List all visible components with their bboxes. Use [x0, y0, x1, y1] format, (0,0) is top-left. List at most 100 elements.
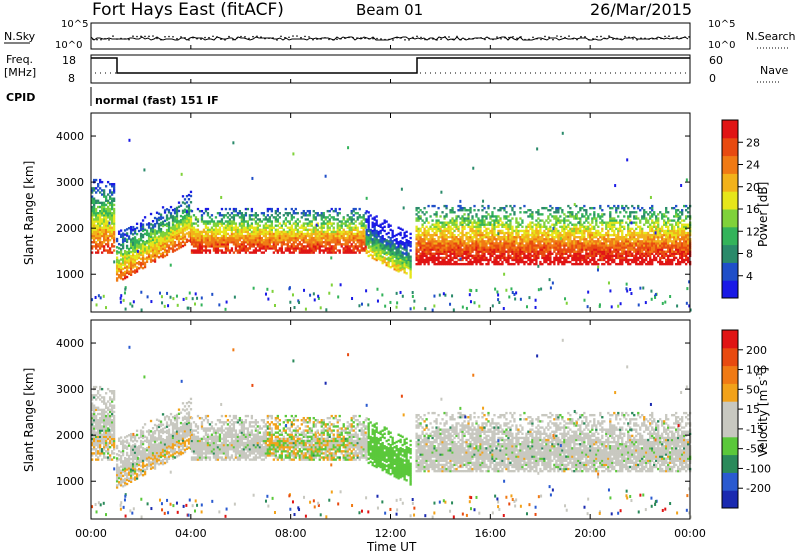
- power-cell: [141, 242, 145, 245]
- power-cell: [252, 234, 256, 238]
- power-cell: [391, 246, 394, 249]
- power-cell: [129, 228, 133, 231]
- power-cell: [459, 204, 462, 208]
- power-cell: [405, 247, 408, 250]
- power-cell: [228, 220, 232, 223]
- power-cell: [479, 262, 482, 266]
- power-cell: [501, 242, 504, 245]
- power-cell: [254, 241, 258, 244]
- power-cell: [228, 222, 232, 225]
- power-cell: [569, 221, 572, 224]
- noise-search-point: [560, 35, 562, 38]
- power-cell: [495, 217, 498, 220]
- power-cell: [141, 248, 145, 251]
- power-cell: [149, 239, 153, 243]
- power-cell: [605, 223, 608, 226]
- power-cell: [631, 258, 634, 262]
- power-cell: [234, 222, 238, 225]
- power-cell: [163, 242, 167, 245]
- power-cell: [274, 230, 277, 234]
- power-cell: [419, 242, 422, 245]
- power-cell: [123, 258, 127, 261]
- power-cell: [583, 244, 586, 247]
- power-cell: [393, 265, 396, 269]
- power-cell: [194, 245, 198, 248]
- power-cell: [91, 220, 94, 223]
- power-cell: [519, 217, 522, 220]
- power-cell: [507, 215, 510, 218]
- power-cell: [204, 236, 208, 240]
- power-cell: [260, 243, 264, 246]
- power-cell: [465, 209, 468, 212]
- power-cell: [629, 215, 632, 218]
- noise-search-point: [436, 39, 438, 41]
- power-cell: [587, 225, 590, 229]
- power-cell: [443, 235, 446, 239]
- power-cell: [613, 225, 616, 229]
- power-cell: [461, 215, 464, 218]
- power-cell: [609, 215, 612, 218]
- power-cell: [280, 251, 283, 254]
- noise-search-point: [576, 38, 578, 41]
- power-cell: [139, 261, 143, 265]
- power-cell: [226, 245, 230, 248]
- power-cell: [165, 228, 169, 232]
- power-cell: [543, 238, 546, 241]
- power-cell: [330, 236, 333, 240]
- power-cell: [455, 242, 458, 245]
- power-cell: [234, 230, 238, 234]
- power-cell: [491, 246, 494, 249]
- power-cell: [453, 223, 456, 226]
- power-cell: [389, 259, 392, 263]
- power-cell: [441, 238, 444, 241]
- noise-search-point: [200, 38, 202, 40]
- power-cell: [108, 214, 112, 217]
- power-cell: [314, 247, 317, 250]
- power-cell: [535, 250, 538, 253]
- power-cell: [441, 235, 444, 239]
- power-cell: [244, 226, 248, 229]
- power-cell: [633, 238, 636, 241]
- power-cell: [537, 217, 540, 220]
- power-cell: [611, 244, 614, 247]
- power-cell: [91, 187, 94, 190]
- power-cell: [171, 246, 175, 249]
- noise-search-point: [484, 38, 486, 41]
- power-cell: [316, 245, 319, 248]
- power-cell: [549, 213, 552, 216]
- power-cell: [587, 221, 590, 224]
- power-cell: [611, 225, 614, 229]
- power-cell: [637, 252, 640, 255]
- power-cell: [177, 222, 181, 225]
- power-cell: [196, 234, 200, 238]
- power-cell: [177, 201, 181, 204]
- power-cell: [479, 227, 482, 231]
- power-cell: [623, 209, 626, 212]
- power-cell: [539, 246, 542, 249]
- power-cell: [521, 238, 524, 241]
- power-cell: [121, 273, 125, 277]
- power-cell: [617, 235, 620, 239]
- power-cell: [471, 223, 474, 226]
- power-cell: [633, 242, 636, 245]
- power-cell: [449, 235, 452, 239]
- power-cell: [547, 248, 550, 251]
- power-cell: [431, 256, 434, 260]
- power-cell: [641, 231, 644, 235]
- power-cell: [481, 223, 484, 226]
- power-cell: [365, 239, 368, 242]
- power-cell: [415, 244, 418, 247]
- power-cell: [204, 234, 208, 238]
- power-cell: [545, 250, 548, 253]
- power-cell: [625, 254, 628, 258]
- power-cell: [565, 215, 568, 218]
- power-cell: [491, 227, 494, 231]
- power-cell: [360, 238, 363, 242]
- power-cell: [276, 232, 279, 236]
- power-cell: [457, 262, 460, 266]
- power-cell: [371, 225, 374, 229]
- power-cell: [373, 251, 376, 254]
- power-cell: [367, 211, 370, 214]
- power-cell: [479, 242, 482, 245]
- power-cell: [513, 246, 516, 249]
